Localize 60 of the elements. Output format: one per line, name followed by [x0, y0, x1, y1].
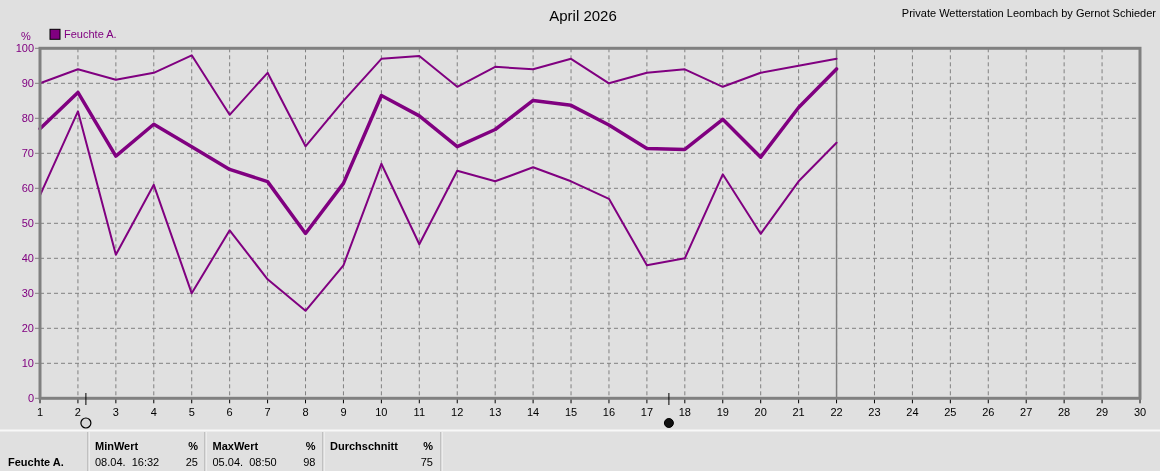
text: MinWert: [95, 440, 139, 452]
x-tick-label: 15: [564, 406, 578, 419]
x-tick-label: 17: [640, 406, 654, 419]
text: %: [423, 440, 434, 452]
x-tick-label: 7: [264, 406, 271, 419]
legend-label: Feuchte A.: [64, 28, 117, 41]
x-tick-label: 22: [830, 406, 843, 419]
x-tick-label: 10: [375, 406, 388, 419]
x-tick-label: 25: [944, 406, 957, 419]
y-tick-label: 0: [27, 392, 34, 405]
x-tick-label: 30: [1133, 406, 1147, 419]
x-tick-label: 13: [489, 406, 502, 419]
x-tick-label: 1: [36, 406, 44, 419]
y-tick-label: 30: [21, 287, 34, 300]
text: 25: [185, 456, 198, 468]
x-tick-label: 2: [74, 406, 81, 419]
y-tick-label: 60: [21, 182, 34, 195]
x-tick-label: 29: [1095, 406, 1109, 419]
x-tick-label: 24: [906, 406, 919, 419]
text: %: [305, 440, 316, 452]
text: 98: [303, 456, 316, 468]
y-axis-title: %: [21, 30, 32, 42]
x-tick-label: 14: [526, 406, 540, 419]
x-tick-label: 3: [112, 406, 119, 419]
y-tick-label: 50: [21, 217, 34, 230]
x-tick-label: 8: [302, 406, 309, 419]
text: Private Wetterstation Leombach by Gernot Schieder: [901, 7, 1157, 19]
x-tick-label: 16: [602, 406, 616, 419]
y-tick-label: 80: [21, 112, 34, 125]
y-tick-label: 100: [15, 42, 34, 55]
y-tick-label: 20: [21, 322, 34, 335]
x-tick-label: 4: [150, 406, 157, 419]
x-tick-label: 5: [188, 406, 195, 419]
line-series: [39, 110, 838, 312]
y-tick-label: 90: [21, 77, 34, 90]
x-tick-label: 18: [678, 406, 691, 419]
text: %: [188, 440, 199, 452]
text: Feuchte A.: [8, 456, 64, 468]
text: 05.04. 08:50: [212, 456, 277, 468]
x-tick-label: 20: [754, 406, 767, 419]
x-tick-label: 9: [340, 406, 347, 419]
line-series: [38, 67, 839, 236]
y-tick-label: 10: [21, 357, 34, 370]
y-tick-label: 40: [21, 252, 34, 265]
x-tick-label: 12: [451, 406, 464, 419]
text: 08.04. 16:32: [95, 456, 160, 468]
text: Durchschnitt: [330, 440, 399, 452]
line-series: [39, 54, 838, 148]
x-tick-label: 28: [1058, 406, 1071, 419]
x-tick-label: 27: [1020, 406, 1033, 419]
text: MaxWert: [212, 440, 259, 452]
x-tick-label: 26: [982, 406, 995, 419]
x-tick-label: 21: [792, 406, 805, 419]
y-tick-label: 70: [21, 147, 34, 160]
x-tick-label: 11: [413, 406, 426, 419]
x-tick-label: 23: [868, 406, 881, 419]
x-tick-label: 6: [226, 406, 233, 419]
text: 75: [420, 456, 433, 468]
x-tick-label: 19: [716, 406, 729, 419]
chart-title: April 2026: [549, 7, 617, 24]
